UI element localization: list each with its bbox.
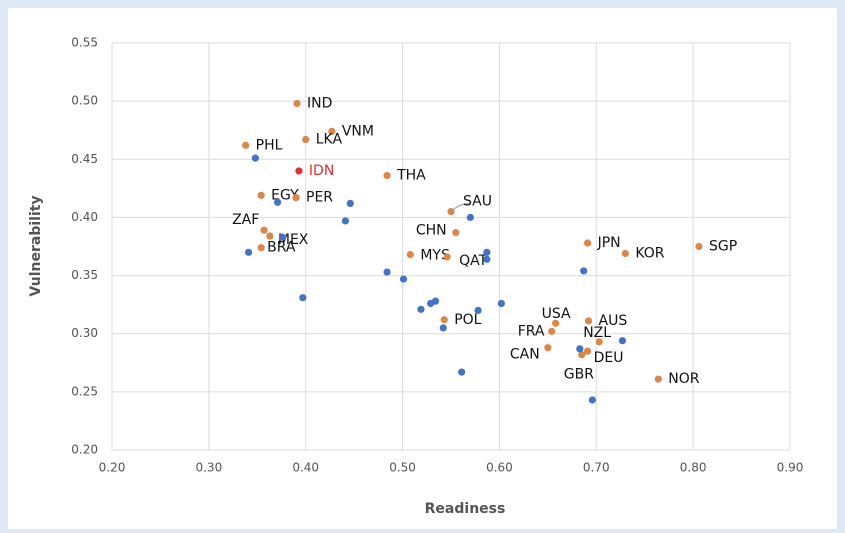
point: [578, 351, 586, 359]
point-label: MYS: [420, 248, 450, 264]
point-label: NZL: [583, 325, 611, 341]
point: [595, 338, 603, 346]
point-label: PER: [306, 190, 333, 206]
point: [278, 233, 287, 241]
point: [257, 191, 265, 199]
y-tick-label: 0.20: [71, 443, 98, 457]
point: [621, 249, 629, 258]
point: [328, 127, 336, 135]
point: [584, 317, 593, 325]
point: [399, 275, 408, 283]
panel: [8, 8, 837, 529]
y-tick-label: 0.50: [71, 94, 98, 108]
point: [346, 199, 354, 208]
point-label: JPN: [597, 235, 621, 251]
y-tick-label: 0.30: [71, 326, 98, 340]
point: [406, 251, 414, 259]
point: [260, 226, 268, 234]
point-label: CAN: [510, 347, 540, 363]
point: [576, 345, 584, 353]
point: [417, 305, 425, 313]
point: [588, 396, 597, 404]
point-label: FRA: [518, 323, 545, 339]
point-label: USA: [542, 306, 571, 322]
point-label: VNM: [342, 123, 374, 139]
point: [341, 217, 350, 225]
point-label: CHN: [416, 223, 447, 239]
x-tick-label: 0.20: [99, 461, 126, 475]
point: [483, 255, 491, 263]
point-label: AUS: [599, 313, 628, 329]
x-tick-label: 0.40: [292, 461, 319, 475]
point: [552, 319, 560, 327]
point-label: SAU: [463, 194, 492, 210]
point: [431, 297, 440, 305]
x-tick-label: 0.60: [486, 461, 513, 475]
y-tick-label: 0.40: [71, 210, 98, 224]
point: [544, 344, 552, 352]
point: [302, 135, 310, 144]
point-label: IDN: [309, 163, 334, 179]
point: [497, 299, 505, 308]
point-label: NOR: [668, 371, 699, 387]
x-tick-label: 0.70: [583, 461, 610, 475]
point: [292, 194, 300, 202]
point-label: THA: [396, 168, 426, 184]
y-axis-title: Vulnerability: [28, 195, 44, 296]
point: [466, 213, 474, 222]
x-tick-label: 0.90: [777, 461, 804, 475]
point: [299, 294, 307, 302]
point: [295, 167, 303, 175]
point-label: LKA: [316, 132, 343, 148]
x-axis-title: Readiness: [425, 501, 506, 517]
point: [474, 306, 482, 315]
point: [293, 99, 301, 108]
y-tick-label: 0.55: [71, 36, 98, 50]
y-tick-label: 0.35: [71, 268, 98, 282]
point: [383, 171, 391, 180]
point-label: GBR: [564, 367, 594, 383]
point: [443, 253, 451, 261]
point: [439, 324, 447, 332]
x-tick-label: 0.80: [680, 461, 707, 475]
leader-line: [450, 203, 470, 212]
point: [251, 154, 259, 162]
point-label: ZAF: [232, 212, 259, 228]
point: [244, 248, 253, 256]
point: [618, 337, 627, 345]
point-label: IND: [307, 95, 332, 111]
x-tick-label: 0.30: [195, 461, 222, 475]
point: [452, 228, 460, 237]
point: [483, 248, 491, 256]
point-label: KOR: [635, 245, 664, 261]
point: [458, 368, 466, 376]
point: [548, 327, 556, 335]
point: [654, 375, 662, 383]
point: [580, 267, 588, 275]
point: [440, 316, 448, 324]
point: [266, 232, 274, 240]
point-label: BRA: [267, 240, 296, 256]
point: [242, 141, 250, 149]
point-label: SGP: [709, 239, 737, 255]
point: [257, 244, 265, 252]
y-tick-label: 0.45: [71, 152, 98, 166]
point: [383, 268, 391, 276]
x-tick-label: 0.50: [389, 461, 416, 475]
point-label: QAT: [459, 253, 488, 269]
point-label: DEU: [594, 350, 624, 366]
point: [274, 198, 282, 206]
point: [583, 347, 592, 355]
point-label: PHL: [256, 137, 283, 153]
point: [583, 239, 592, 247]
point: [695, 242, 703, 251]
y-tick-label: 0.25: [71, 384, 98, 398]
point-label: POL: [454, 312, 481, 328]
